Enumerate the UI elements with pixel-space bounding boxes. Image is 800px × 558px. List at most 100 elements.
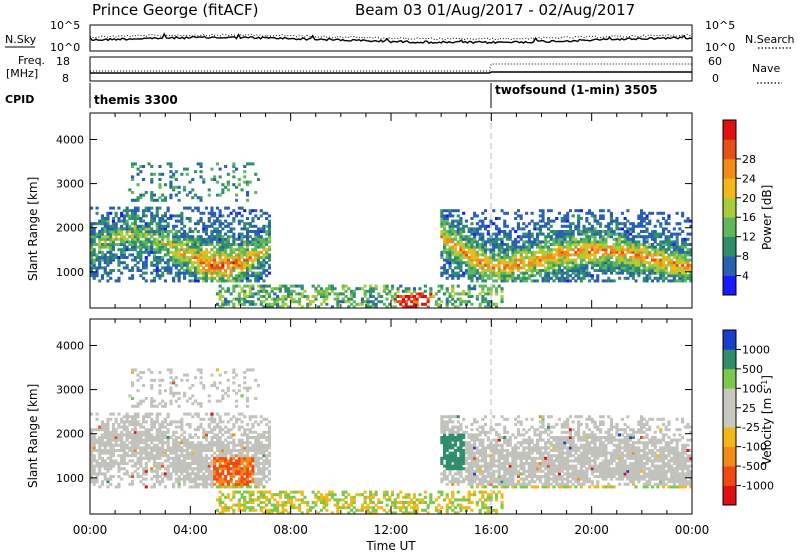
power-cell	[440, 256, 443, 259]
power-cell	[542, 217, 545, 220]
velocity-cell	[183, 462, 186, 465]
velocity-cell	[183, 449, 186, 452]
power-cell	[347, 300, 350, 303]
velocity-cell	[145, 428, 148, 431]
power-cell	[525, 251, 528, 254]
power-cell	[544, 274, 547, 277]
power-cell	[189, 246, 192, 249]
power-cell	[213, 214, 216, 217]
power-cell	[161, 272, 164, 275]
power-cell	[246, 269, 249, 272]
power-cell	[172, 188, 175, 191]
power-cell	[167, 243, 170, 246]
power-cell	[150, 246, 153, 249]
power-cell	[219, 292, 222, 295]
power-cell	[254, 225, 257, 228]
power-cell	[131, 248, 134, 251]
power-cell	[550, 220, 553, 223]
power-cell	[189, 261, 192, 264]
velocity-cell	[238, 389, 241, 392]
velocity-cell	[232, 441, 235, 444]
velocity-cell	[230, 480, 233, 483]
velocity-cell	[260, 467, 263, 470]
power-cell	[167, 266, 170, 269]
velocity-cell	[137, 441, 140, 444]
power-cell	[569, 274, 572, 277]
velocity-cell	[178, 465, 181, 468]
velocity-cell	[104, 436, 107, 439]
power-cell	[246, 251, 249, 254]
power-cell	[186, 240, 189, 243]
power-cell	[552, 243, 555, 246]
power-cell	[613, 251, 616, 254]
power-cell	[178, 230, 181, 233]
power-cell	[126, 207, 129, 210]
noise-left-label: N.Sky	[5, 33, 37, 46]
power-cell	[268, 235, 271, 238]
velocity-cell	[158, 475, 161, 478]
velocity-cell	[213, 465, 216, 468]
velocity-cell	[93, 470, 96, 473]
power-cell	[432, 295, 435, 298]
power-cell	[104, 266, 107, 269]
velocity-cell	[117, 439, 120, 442]
power-cell	[596, 279, 599, 282]
velocity-cell	[131, 465, 134, 468]
power-cell	[462, 251, 465, 254]
power-cell	[137, 251, 140, 254]
power-cell	[626, 277, 629, 280]
power-cell	[189, 217, 192, 220]
power-cell	[120, 248, 123, 251]
power-cell	[126, 240, 129, 243]
power-cell	[531, 251, 534, 254]
power-cell	[251, 261, 254, 264]
power-cell	[123, 243, 126, 246]
velocity-cell	[243, 446, 246, 449]
power-cell	[646, 253, 649, 256]
power-colorbar-tick-label: 20	[742, 192, 756, 205]
power-cell	[676, 240, 679, 243]
velocity-cell	[142, 470, 145, 473]
velocity-cell	[153, 400, 156, 403]
power-cell	[227, 261, 230, 264]
velocity-cell	[246, 501, 249, 504]
power-cell	[542, 259, 545, 262]
power-cell	[558, 243, 561, 246]
power-cell	[145, 227, 148, 230]
power-cell	[186, 173, 189, 176]
velocity-cell	[117, 413, 120, 416]
power-cell	[200, 272, 203, 275]
power-cell	[481, 300, 484, 303]
power-cell	[451, 209, 454, 212]
power-cell	[580, 272, 583, 275]
power-cell	[405, 290, 408, 293]
power-cell	[659, 212, 662, 215]
velocity-cell	[219, 454, 222, 457]
power-cell	[514, 261, 517, 264]
velocity-cell	[158, 452, 161, 455]
power-cell	[200, 212, 203, 215]
power-cell	[539, 256, 542, 259]
power-cell	[139, 194, 142, 197]
power-cell	[484, 225, 487, 228]
power-cell	[200, 253, 203, 256]
power-cell	[131, 230, 134, 233]
power-cell	[243, 292, 246, 295]
power-cell	[659, 225, 662, 228]
power-cell	[238, 261, 241, 264]
power-cell	[673, 272, 676, 275]
power-cell	[684, 240, 687, 243]
power-cell	[506, 246, 509, 249]
power-cell	[440, 235, 443, 238]
velocity-cell	[262, 462, 265, 465]
power-cell	[145, 230, 148, 233]
power-cell	[670, 261, 673, 264]
power-cell	[153, 233, 156, 236]
power-cell	[594, 279, 597, 282]
power-cell	[531, 264, 534, 267]
power-cell	[602, 253, 605, 256]
power-cell	[454, 253, 457, 256]
power-cell	[153, 269, 156, 272]
velocity-cell	[186, 454, 189, 457]
power-cell	[462, 227, 465, 230]
